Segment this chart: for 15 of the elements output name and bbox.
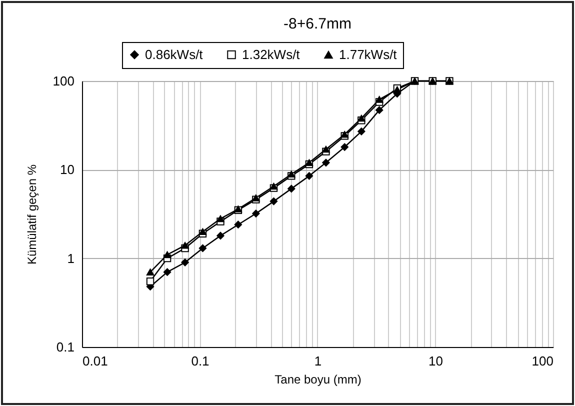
x-tick-label: 1 [314, 354, 322, 368]
x-axis-title: Tane boyu (mm) [274, 372, 362, 386]
y-tick-label: 100 [52, 74, 74, 88]
y-axis-title: Kümülatif geçen % [24, 164, 39, 265]
x-tick-label: 0.1 [191, 354, 210, 368]
y-tick-label: 10 [60, 162, 74, 178]
x-tick-label: 10 [428, 354, 443, 368]
chart-title: -8+6.7mm [284, 16, 352, 32]
legend-label: 0.86kWs/t [145, 46, 204, 62]
y-tick-label: 1 [67, 250, 74, 266]
x-tick-label: 0.01 [82, 354, 108, 368]
y-tick-label: 0.1 [56, 340, 74, 354]
legend-label: 1.32kWs/t [242, 46, 300, 62]
legend-label: 1.77kWs/t [339, 46, 398, 62]
x-tick-label: 100 [532, 354, 554, 368]
